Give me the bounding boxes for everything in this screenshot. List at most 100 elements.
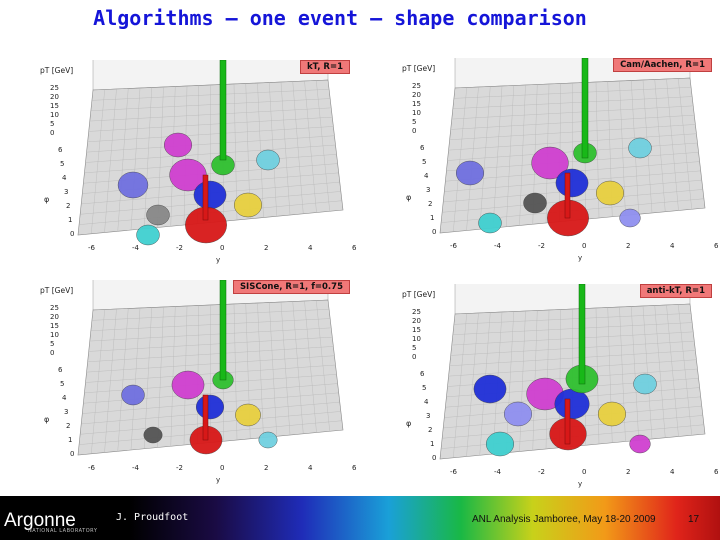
- phi-tick-label: 5: [60, 380, 64, 388]
- phi-tick-label: 2: [66, 422, 70, 430]
- phi-axis-label: φ: [44, 195, 49, 204]
- grid-line: [450, 340, 695, 356]
- y-tick-label: 6: [714, 468, 719, 476]
- plot-panel-cam-aachen: 25 20 15 10 5 0 6 5 4 3 2 1 0 φ -6 -4 -2 0 2 4 6 y Cam/Aachen…: [400, 58, 720, 263]
- grid-line: [449, 124, 696, 140]
- grid-line: [91, 309, 330, 321]
- y-tick-label: -6: [88, 464, 96, 472]
- pt-tick-label: 5: [50, 340, 54, 348]
- phi-tick-label: 3: [64, 188, 68, 196]
- phi-tick-label: 1: [68, 216, 72, 224]
- y-tick-label: 4: [308, 464, 313, 472]
- pt-tick-label: 15: [412, 326, 421, 334]
- jet-cluster: [456, 160, 485, 186]
- grid-line: [85, 144, 336, 163]
- y-tick-label: 0: [220, 244, 224, 252]
- phi-tick-label: 3: [426, 186, 430, 194]
- jet-cluster: [503, 401, 532, 427]
- phi-tick-label: 0: [432, 228, 436, 236]
- grid-line: [453, 313, 692, 325]
- jet-cluster: [597, 401, 626, 427]
- phi-tick-label: 5: [422, 158, 426, 166]
- jet-cluster: [233, 192, 262, 218]
- slide-number: 17: [688, 514, 700, 525]
- pt-tick-label: 20: [412, 317, 421, 325]
- phi-tick-label: 3: [64, 408, 68, 416]
- y-tick-label: -2: [176, 244, 183, 252]
- y-tick-label: 6: [352, 464, 357, 472]
- pt-tick-label: 5: [412, 344, 416, 352]
- pt-tick-label: 0: [412, 353, 416, 361]
- grid-line: [449, 350, 696, 366]
- y-tick-label: -2: [538, 468, 545, 476]
- pt-axis-label: pT [GeV]: [40, 286, 74, 295]
- y-tick-label: -4: [494, 468, 502, 476]
- green-tower: [581, 58, 589, 159]
- jet-cluster: [485, 431, 514, 457]
- grid-line: [85, 364, 336, 383]
- jet-cluster: [235, 403, 261, 427]
- phi-tick-label: 5: [422, 384, 426, 392]
- slide-footer: Argonne NATIONAL LABORATORY J. Proudfoot…: [0, 496, 720, 540]
- phi-axis-label: φ: [406, 419, 411, 428]
- pt-tick-label: 0: [50, 129, 54, 137]
- grid-line: [87, 346, 334, 362]
- y-tick-label: 2: [626, 468, 630, 476]
- grid-line: [451, 331, 694, 346]
- grid-line: [90, 318, 331, 331]
- phi-tick-label: 2: [428, 200, 432, 208]
- jet-cluster: [473, 374, 507, 404]
- jet-cluster: [163, 132, 192, 158]
- grid-line: [87, 126, 334, 142]
- pt-tick-label: 10: [50, 331, 59, 339]
- pt-tick-label: 25: [50, 84, 59, 92]
- pt-tick-label: 25: [412, 82, 421, 90]
- panel-label: SISCone, R=1, f=0.75: [232, 280, 350, 294]
- phi-tick-label: 1: [68, 436, 72, 444]
- jet-cluster: [633, 373, 657, 395]
- phi-tick-label: 2: [66, 202, 70, 210]
- pt-tick-label: 10: [412, 335, 421, 343]
- y-axis-label: y: [578, 254, 582, 262]
- y-tick-label: 4: [670, 468, 675, 476]
- jet-cluster: [554, 388, 590, 420]
- red-tower: [202, 394, 209, 441]
- pt-tick-label: 5: [50, 120, 54, 128]
- y-tick-label: 0: [582, 468, 586, 476]
- grid-line: [450, 114, 695, 130]
- grid-line: [451, 105, 694, 120]
- green-tower: [219, 280, 227, 381]
- y-tick-label: -6: [450, 242, 458, 250]
- jet-cluster: [146, 204, 170, 226]
- pt-tick-label: 10: [50, 111, 59, 119]
- panel-label: kT, R=1: [299, 60, 350, 74]
- phi-tick-label: 0: [70, 230, 74, 238]
- pt-axis-label: pT [GeV]: [402, 64, 436, 73]
- plot-panel-siscone: 25 20 15 10 5 0 6 5 4 3 2 1 0 φ -6 -4 -2 0 2 4 6 y SISCone, R…: [38, 280, 358, 485]
- y-tick-label: -2: [176, 464, 183, 472]
- y-tick-label: 2: [264, 464, 268, 472]
- grid-line: [89, 107, 332, 122]
- panel-label: Cam/Aachen, R=1: [613, 58, 712, 72]
- y-tick-label: 4: [308, 244, 313, 252]
- plot-panel-kt: 25 20 15 10 5 0 6 5 4 3 2 1 0 φ -6 -4 -2 0 2 4 6 y kT, R=1 pT…: [38, 60, 358, 265]
- jet-cluster: [595, 180, 624, 206]
- phi-tick-label: 3: [426, 412, 430, 420]
- jet-cluster: [136, 224, 160, 246]
- grid-line: [86, 135, 335, 153]
- grid-line: [88, 116, 333, 132]
- phi-tick-label: 6: [420, 370, 425, 378]
- jet-cluster: [171, 370, 205, 400]
- pt-tick-label: 0: [412, 127, 416, 135]
- plot-panel-anti-kt: 25 20 15 10 5 0 6 5 4 3 2 1 0 φ -6 -4 -2 0 2 4 6 y anti-kT, R…: [400, 284, 720, 489]
- phi-tick-label: 4: [424, 398, 429, 406]
- y-tick-label: -4: [132, 244, 140, 252]
- phi-tick-label: 5: [60, 160, 64, 168]
- red-tower: [564, 172, 571, 219]
- jet-cluster: [628, 137, 652, 159]
- red-tower: [564, 398, 571, 445]
- argonne-logo: Argonne: [4, 510, 76, 531]
- y-axis-label: y: [216, 256, 220, 264]
